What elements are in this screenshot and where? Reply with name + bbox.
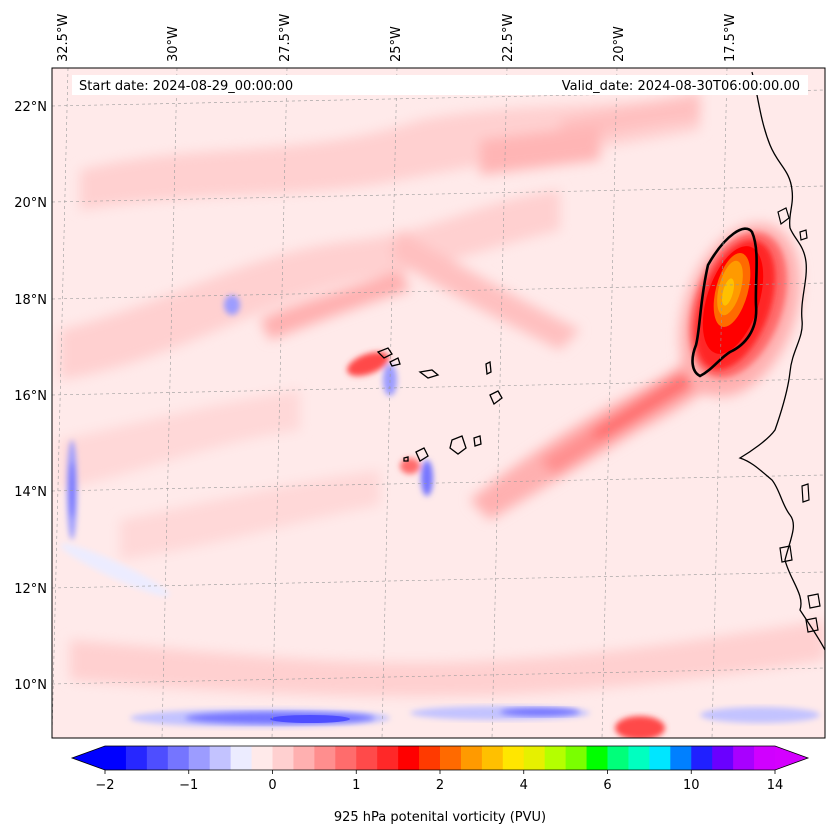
- lat-label: 10°N: [14, 678, 47, 693]
- colorbar-cell: [649, 746, 671, 770]
- lat-label: 20°N: [14, 196, 47, 211]
- colorbar-cell: [460, 746, 483, 770]
- colorbar-cell: [691, 746, 713, 770]
- colorbar-tick-label: 2: [436, 778, 444, 793]
- lon-label: 30°W: [166, 26, 181, 62]
- pv-band: [470, 330, 740, 520]
- pv-negative-band: [60, 543, 820, 738]
- date-banner: [72, 75, 808, 95]
- colorbar-cell: [167, 746, 190, 770]
- lon-label: 25°W: [389, 26, 404, 62]
- colorbar-cell: [544, 746, 567, 770]
- colorbar-tick-label: 0: [268, 778, 276, 793]
- lat-label: 12°N: [14, 582, 47, 597]
- colorbar-cell: [565, 746, 588, 770]
- colorbar-cell: [586, 746, 609, 770]
- colorbar-cell: [523, 746, 546, 770]
- colorbar-title: 925 hPa potenital vorticity (PVU): [334, 810, 546, 825]
- lon-label: 32.5°W: [56, 14, 71, 62]
- pv-texture: [60, 90, 825, 697]
- colorbar-cell: [712, 746, 734, 770]
- colorbar-cell: [272, 746, 295, 770]
- colorbar-cell: [251, 746, 274, 770]
- latitude-labels: 22°N 20°N 18°N 16°N 14°N 12°N 10°N: [14, 100, 47, 693]
- pv-hotspot: [679, 223, 801, 397]
- colorbar-cell: [419, 746, 441, 770]
- africa-coastline: [738, 71, 825, 651]
- lon-label: 17.5°W: [723, 14, 738, 62]
- colorbar-cell: [188, 746, 211, 770]
- colorbar-cell: [335, 746, 357, 770]
- coastal-islands: [777, 207, 821, 633]
- colorbar-cell: [733, 746, 755, 770]
- colorbar-cell: [440, 746, 462, 770]
- lat-label: 18°N: [14, 293, 47, 308]
- colorbar-over-arrow: [775, 746, 808, 770]
- pv-field: [52, 68, 825, 738]
- colorbar-tick-label: 1: [352, 778, 360, 793]
- colorbar-cell: [356, 746, 378, 770]
- lon-label: 27.5°W: [278, 14, 293, 62]
- colorbar-ticks: −2 −1 0 1 2 4 6 10 14: [95, 770, 783, 793]
- colorbar-cell: [670, 746, 692, 770]
- colorbar-cell: [314, 746, 336, 770]
- colorbar-cell: [481, 746, 504, 770]
- colorbar-tick-label: −2: [95, 778, 114, 793]
- colorbar-under-arrow: [72, 746, 105, 770]
- colorbar-cell: [125, 746, 148, 770]
- colorbar-tick-label: 4: [520, 778, 528, 793]
- colorbar-cells: [105, 746, 776, 770]
- valid-date-label: Valid_date: 2024-08-30T06:00:00.00: [562, 79, 800, 94]
- lat-label: 16°N: [14, 389, 47, 404]
- start-date-label: Start date: 2024-08-29_00:00:00: [79, 79, 293, 94]
- colorbar-tick-label: 6: [603, 778, 611, 793]
- gridlines: [52, 68, 825, 738]
- colorbar-cell: [146, 746, 169, 770]
- lat-label: 14°N: [14, 485, 47, 500]
- lat-label: 22°N: [14, 100, 47, 115]
- colorbar-tick-label: 14: [767, 778, 784, 793]
- pv-islands: [67, 295, 433, 540]
- colorbar-cell: [502, 746, 525, 770]
- colorbar-cell: [607, 746, 630, 770]
- colorbar-cell: [293, 746, 315, 770]
- colorbar-cell: [105, 746, 127, 770]
- colorbar-tick-label: 10: [683, 778, 700, 793]
- colorbar-cell: [209, 746, 232, 770]
- colorbar-cell: [230, 746, 253, 770]
- colorbar: −2 −1 0 1 2 4 6 10 14 925 hPa potenital vorticit…: [70, 745, 810, 825]
- map-frame: [51, 67, 826, 739]
- longitude-labels: 32.5°W 30°W 27.5°W 25°W 22.5°W 20°W 17.5…: [56, 14, 738, 62]
- colorbar-tick-label: −1: [179, 778, 198, 793]
- lon-label: 20°W: [612, 26, 627, 62]
- colorbar-cell: [628, 746, 650, 770]
- colorbar-cell: [754, 746, 776, 770]
- pv-contour: [691, 227, 758, 378]
- cape-verde-islands: [376, 347, 503, 462]
- lon-label: 22.5°W: [501, 14, 516, 62]
- colorbar-cell: [377, 746, 399, 770]
- colorbar-cell: [398, 746, 420, 770]
